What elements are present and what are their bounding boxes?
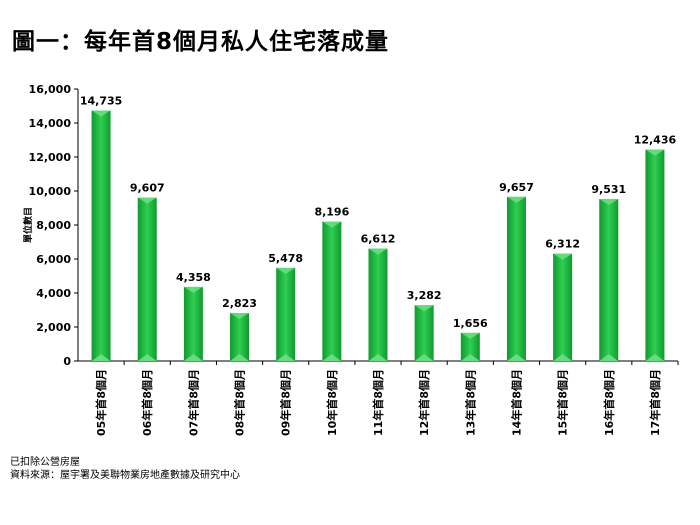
bar (183, 286, 203, 361)
footnote-exclusion: 已扣除公營房屋 (10, 457, 80, 468)
x-tick-label: 05年首8個月 (94, 369, 108, 436)
bar-base (322, 354, 342, 361)
bar (137, 197, 157, 361)
bar-cap (368, 248, 388, 255)
chart-title: 圖一：每年首8個月私人住宅落成量 (12, 29, 390, 55)
bar-cap (553, 253, 573, 260)
bar-cap (645, 149, 665, 156)
data-label: 6,612 (361, 233, 396, 246)
bar-base (460, 354, 480, 361)
bar (322, 221, 342, 361)
bar-base (506, 354, 526, 361)
bar (553, 253, 573, 361)
bar-base (368, 354, 388, 361)
y-tick-label: 2,000 (36, 321, 71, 334)
data-label: 9,657 (499, 181, 534, 194)
x-tick-label: 06年首8個月 (140, 369, 154, 436)
x-tick-label: 09年首8個月 (279, 369, 293, 436)
bar-cap (599, 198, 619, 205)
bar-cap (322, 221, 342, 228)
x-tick-label: 13年首8個月 (463, 369, 477, 436)
x-tick-label: 16年首8個月 (602, 369, 616, 436)
data-label: 12,436 (634, 134, 677, 147)
x-tick-label: 17年首8個月 (648, 369, 662, 436)
bar-cap (137, 197, 157, 204)
bar-cap (460, 332, 480, 339)
bar-cap (91, 110, 111, 117)
bar-cap (414, 305, 434, 312)
bar (506, 196, 526, 361)
bar-base (414, 354, 434, 361)
x-tick-label: 14年首8個月 (509, 369, 523, 436)
bar (414, 305, 434, 361)
bar-base (230, 354, 250, 361)
bar (599, 198, 619, 361)
y-tick-label: 8,000 (36, 219, 71, 232)
y-tick-label: 12,000 (29, 151, 72, 164)
data-label: 4,358 (176, 271, 211, 284)
bar (368, 248, 388, 361)
bar-base (183, 354, 203, 361)
y-tick-label: 16,000 (29, 83, 72, 96)
x-tick-label: 10年首8個月 (325, 369, 339, 436)
y-axis-label: 單位數目 (22, 207, 34, 243)
x-tick-label: 12年首8個月 (417, 369, 431, 436)
data-label: 8,196 (314, 206, 349, 219)
data-label: 6,312 (545, 238, 580, 251)
data-label: 5,478 (268, 252, 303, 265)
bar (91, 110, 111, 361)
data-label: 1,656 (453, 317, 488, 330)
y-tick-label: 0 (63, 355, 71, 368)
x-tick-label: 07年首8個月 (186, 369, 200, 436)
data-label: 3,282 (407, 289, 442, 302)
bar-cap (183, 286, 203, 293)
bar-base (137, 354, 157, 361)
bar-base (276, 354, 296, 361)
y-tick-label: 10,000 (29, 185, 72, 198)
bar-base (91, 354, 111, 361)
bar-base (553, 354, 573, 361)
x-tick-label: 08年首8個月 (233, 369, 247, 436)
bar (230, 313, 250, 361)
bar (460, 332, 480, 361)
data-label: 2,823 (222, 297, 257, 310)
x-tick-label: 15年首8個月 (556, 369, 570, 436)
data-label: 9,607 (130, 182, 165, 195)
y-tick-label: 4,000 (36, 287, 71, 300)
bar (645, 149, 665, 361)
bar-cap (506, 196, 526, 203)
data-label: 14,735 (80, 95, 122, 108)
x-tick-label: 11年首8個月 (371, 369, 385, 436)
bar-base (599, 354, 619, 361)
bar (276, 267, 296, 361)
bar-base (645, 354, 665, 361)
y-tick-label: 14,000 (29, 117, 72, 130)
bar-cap (230, 313, 250, 320)
footnotes: 已扣除公營房屋 資料來源：屋宇署及美聯物業房地產數據及研究中心 (10, 456, 240, 482)
y-tick-label: 6,000 (36, 253, 71, 266)
data-label: 9,531 (591, 183, 626, 196)
bar-cap (276, 267, 296, 274)
footnote-source: 資料來源：屋宇署及美聯物業房地產數據及研究中心 (10, 470, 240, 481)
